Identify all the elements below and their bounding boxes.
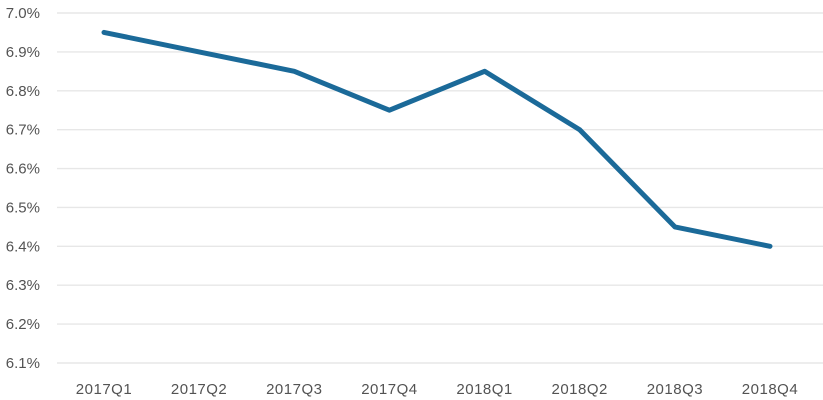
y-axis-tick-label: 6.1% bbox=[6, 355, 40, 372]
x-axis-tick-label: 2018Q3 bbox=[647, 381, 703, 398]
x-axis-tick-label: 2018Q2 bbox=[552, 381, 608, 398]
y-axis-tick-label: 6.9% bbox=[6, 44, 40, 61]
x-axis-tick-label: 2017Q1 bbox=[76, 381, 132, 398]
y-axis-tick-label: 6.3% bbox=[6, 277, 40, 294]
y-axis-tick-label: 7.0% bbox=[6, 5, 40, 22]
y-axis-tick-label: 6.8% bbox=[6, 83, 40, 100]
y-axis-tick-label: 6.4% bbox=[6, 238, 40, 255]
x-axis-tick-label: 2017Q3 bbox=[266, 381, 322, 398]
y-axis-tick-label: 6.7% bbox=[6, 122, 40, 139]
data-line-series bbox=[101, 29, 773, 249]
x-axis-tick-label: 2018Q1 bbox=[456, 381, 512, 398]
x-axis-tick-label: 2017Q4 bbox=[361, 381, 417, 398]
y-axis-tick-label: 6.2% bbox=[6, 316, 40, 333]
x-axis-tick-label: 2017Q2 bbox=[171, 381, 227, 398]
x-axis-tick-label: 2018Q4 bbox=[742, 381, 798, 398]
y-axis-tick-label: 6.5% bbox=[6, 199, 40, 216]
y-axis-tick-label: 6.6% bbox=[6, 161, 40, 178]
